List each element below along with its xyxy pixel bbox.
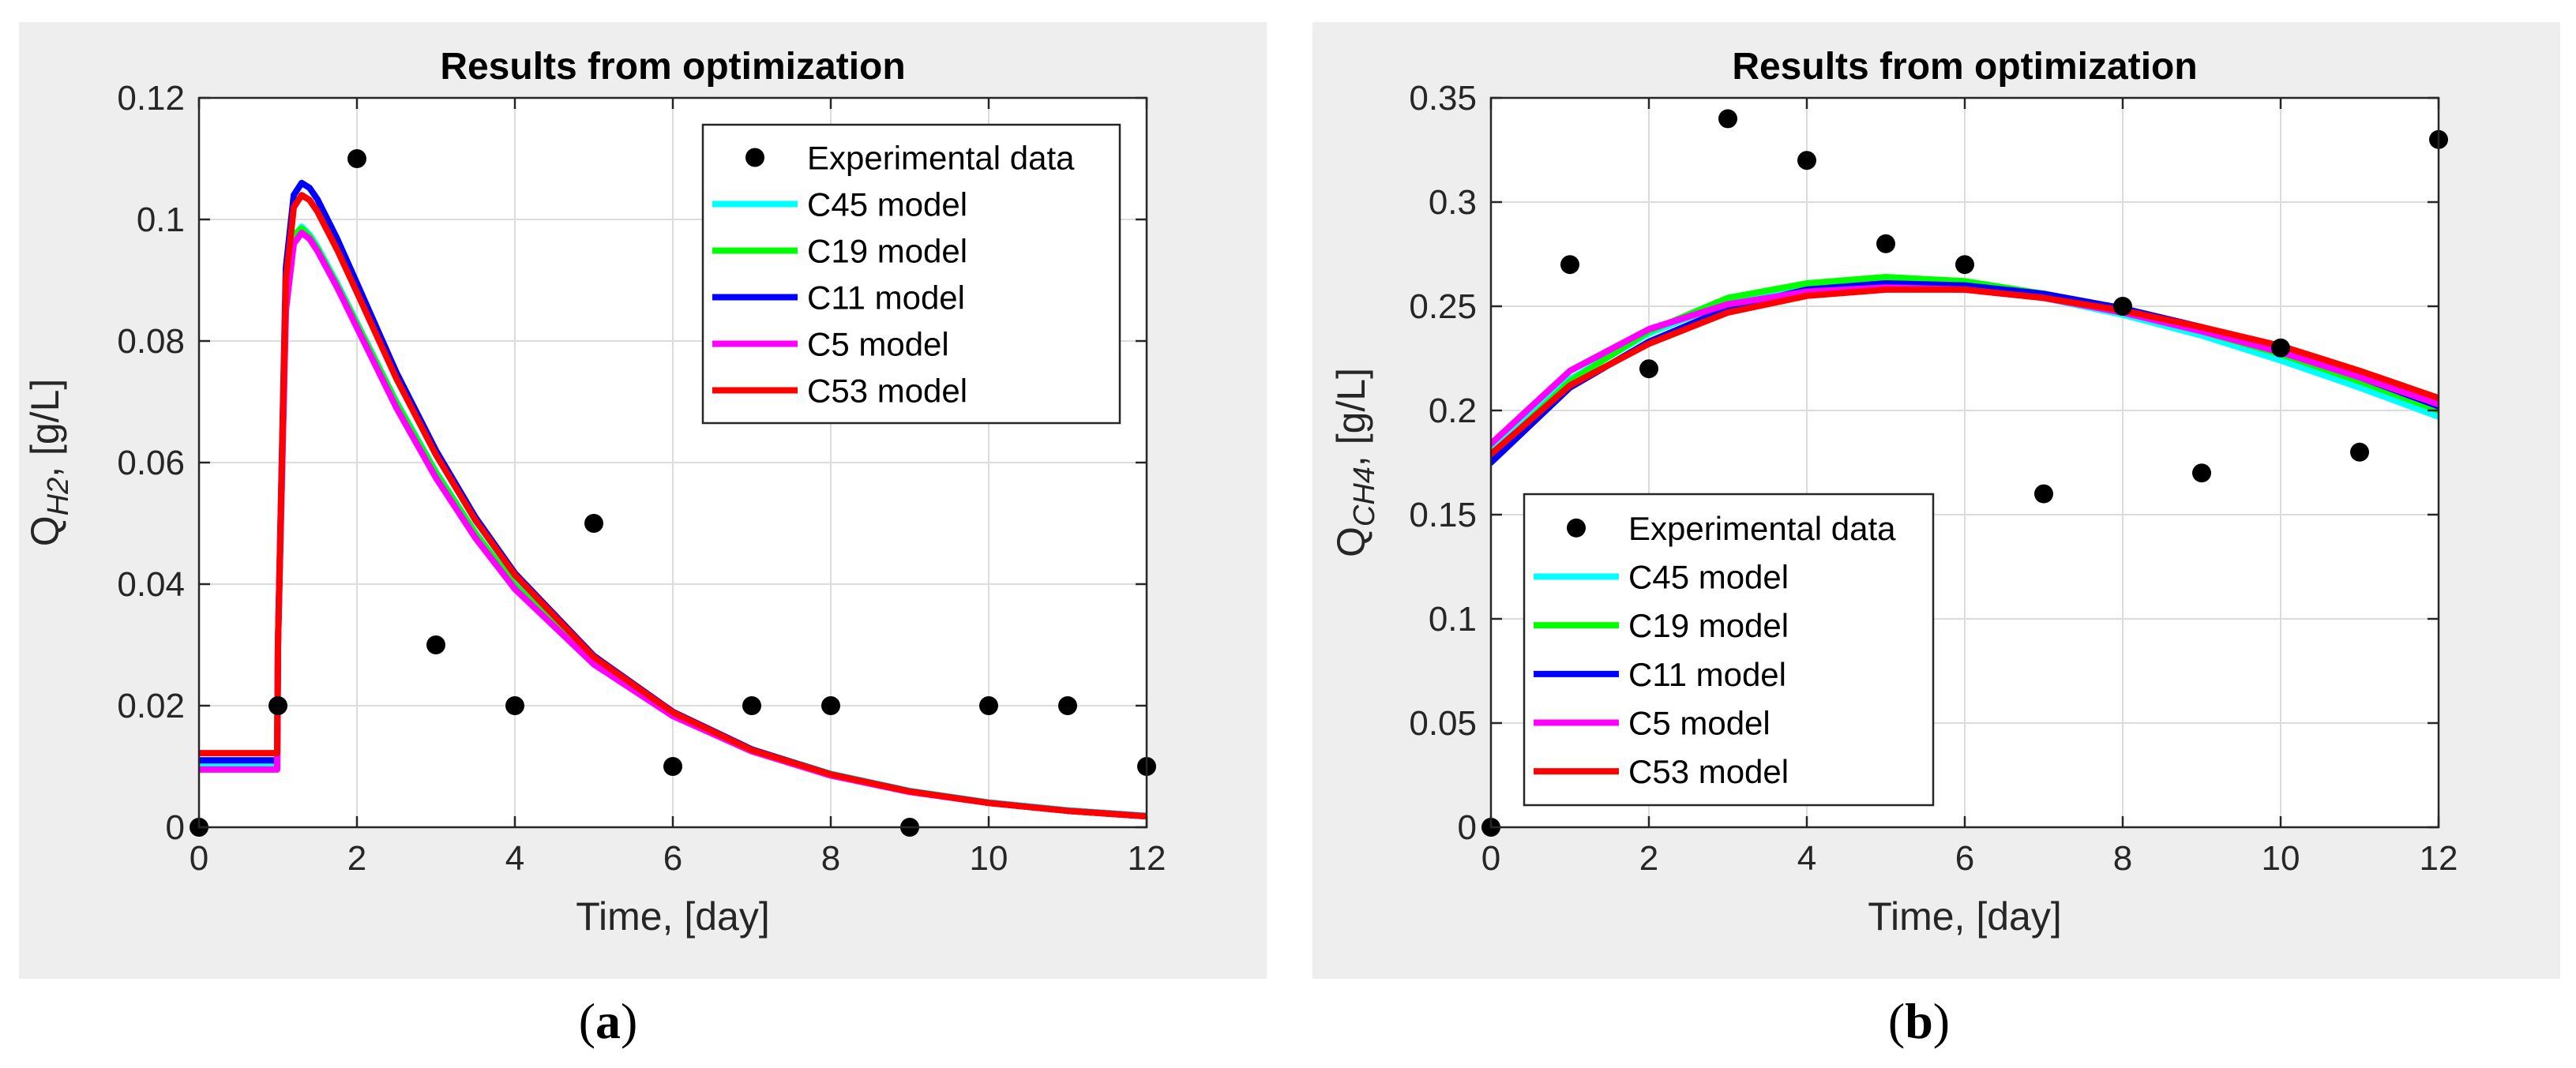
y-axis-label-suffix: , [g/L] xyxy=(1329,368,1373,467)
chart-title-b: Results from optimization xyxy=(1732,46,2197,88)
data-point xyxy=(2271,338,2290,358)
data-point xyxy=(979,696,998,715)
y-tick-label: 0.04 xyxy=(117,565,185,604)
data-point xyxy=(1560,255,1579,275)
data-point xyxy=(1718,109,1737,129)
data-point xyxy=(1797,151,1816,171)
y-tick-label: 0 xyxy=(166,808,185,847)
y-tick-label: 0.35 xyxy=(1409,79,1477,118)
data-point xyxy=(2350,442,2369,462)
data-point xyxy=(1639,359,1658,379)
legend-label: C53 model xyxy=(1628,753,1789,790)
data-point xyxy=(2034,484,2053,504)
legend-label: C19 model xyxy=(807,233,967,270)
x-tick-label: 8 xyxy=(2113,839,2132,878)
legend-box-a xyxy=(701,123,1121,425)
x-tick-label: 10 xyxy=(2262,839,2300,878)
y-tick-label: 0.1 xyxy=(137,200,185,239)
y-tick-label: 0.2 xyxy=(1429,392,1477,430)
y-tick-label: 0.25 xyxy=(1409,287,1477,326)
legend-label: Experimental data xyxy=(1628,510,1896,547)
legend-label: C5 model xyxy=(1628,705,1771,742)
legend-marker-experimental xyxy=(1567,518,1586,538)
data-point xyxy=(1955,255,1974,275)
y-axis-label-suffix: , [g/L] xyxy=(23,379,67,478)
y-tick-label: 0.1 xyxy=(1429,600,1477,639)
data-point xyxy=(2113,297,2132,316)
chart-title-a: Results from optimization xyxy=(440,46,905,88)
x-tick-label: 2 xyxy=(347,839,366,878)
legend-marker-experimental xyxy=(745,148,764,167)
data-point xyxy=(505,696,524,715)
series-group-a xyxy=(199,179,1147,820)
x-tick-label: 10 xyxy=(970,839,1008,878)
data-point xyxy=(2192,463,2211,483)
y-tick-label: 0.12 xyxy=(117,79,185,118)
data-point xyxy=(821,696,840,715)
data-point xyxy=(1876,234,1895,253)
y-axis-label-subscript: CH4 xyxy=(1348,467,1381,527)
x-tick-label: 4 xyxy=(505,839,524,878)
caption-a: (a) xyxy=(579,993,638,1049)
x-axis-label-b: Time, [day] xyxy=(1868,894,2061,939)
y-axis-label-b: QCH4, [g/L] xyxy=(1329,368,1381,557)
legend-label: C11 model xyxy=(1628,656,1786,693)
x-tick-label: 12 xyxy=(1128,839,1166,878)
legend-label: C53 model xyxy=(807,373,967,410)
y-axis-label-subscript: H2 xyxy=(42,478,75,516)
data-point xyxy=(742,696,761,715)
data-point xyxy=(1058,696,1077,715)
data-point xyxy=(347,149,366,168)
x-axis-label-a: Time, [day] xyxy=(576,894,769,939)
x-tick-label: 6 xyxy=(1955,839,1974,878)
data-point xyxy=(663,757,682,776)
y-tick-label: 0.02 xyxy=(117,687,185,725)
y-axis-label-a: QH2, [g/L] xyxy=(23,379,75,547)
legend-label: Experimental data xyxy=(807,140,1075,177)
legend-box-b xyxy=(1523,493,1935,807)
legend-label: C45 model xyxy=(1628,559,1789,596)
chart-panel-a: 0 2 4 6 8 10 12 0 0.02 0.04 0.06 0.08 0.1 0.12 Results… xyxy=(19,22,1267,979)
legend-label: C19 model xyxy=(1628,607,1789,644)
x-tick-label: 4 xyxy=(1797,839,1816,878)
y-tick-label: 0 xyxy=(1458,808,1477,847)
legend-label: C5 model xyxy=(807,326,949,363)
data-point xyxy=(268,696,287,715)
x-tick-label: 12 xyxy=(2420,839,2458,878)
x-tick-label: 8 xyxy=(821,839,840,878)
y-tick-label: 0.06 xyxy=(117,444,185,482)
y-tick-label: 0.3 xyxy=(1429,183,1477,222)
y-tick-label: 0.15 xyxy=(1409,496,1477,534)
caption-b: (b) xyxy=(1888,993,1950,1049)
legend-label: C45 model xyxy=(807,186,967,223)
legend-label: C11 model xyxy=(807,279,965,317)
x-tick-label: 0 xyxy=(1481,839,1500,878)
data-point xyxy=(426,635,445,654)
y-tick-label: 0.05 xyxy=(1409,704,1477,743)
y-axis-label-base: Q xyxy=(1329,527,1373,557)
y-tick-label: 0.08 xyxy=(117,322,185,361)
x-tick-label: 0 xyxy=(190,839,208,878)
x-tick-label: 2 xyxy=(1639,839,1658,878)
chart-panel-b: 0 2 4 6 8 10 12 0 0.05 0.1 0.15 0.2 0.25 0.3 0.35 Resul… xyxy=(1312,22,2560,979)
data-point xyxy=(584,514,603,533)
y-axis-label-base: Q xyxy=(23,515,67,546)
series-line-c53-model xyxy=(199,192,1147,820)
x-tick-label: 6 xyxy=(663,839,682,878)
